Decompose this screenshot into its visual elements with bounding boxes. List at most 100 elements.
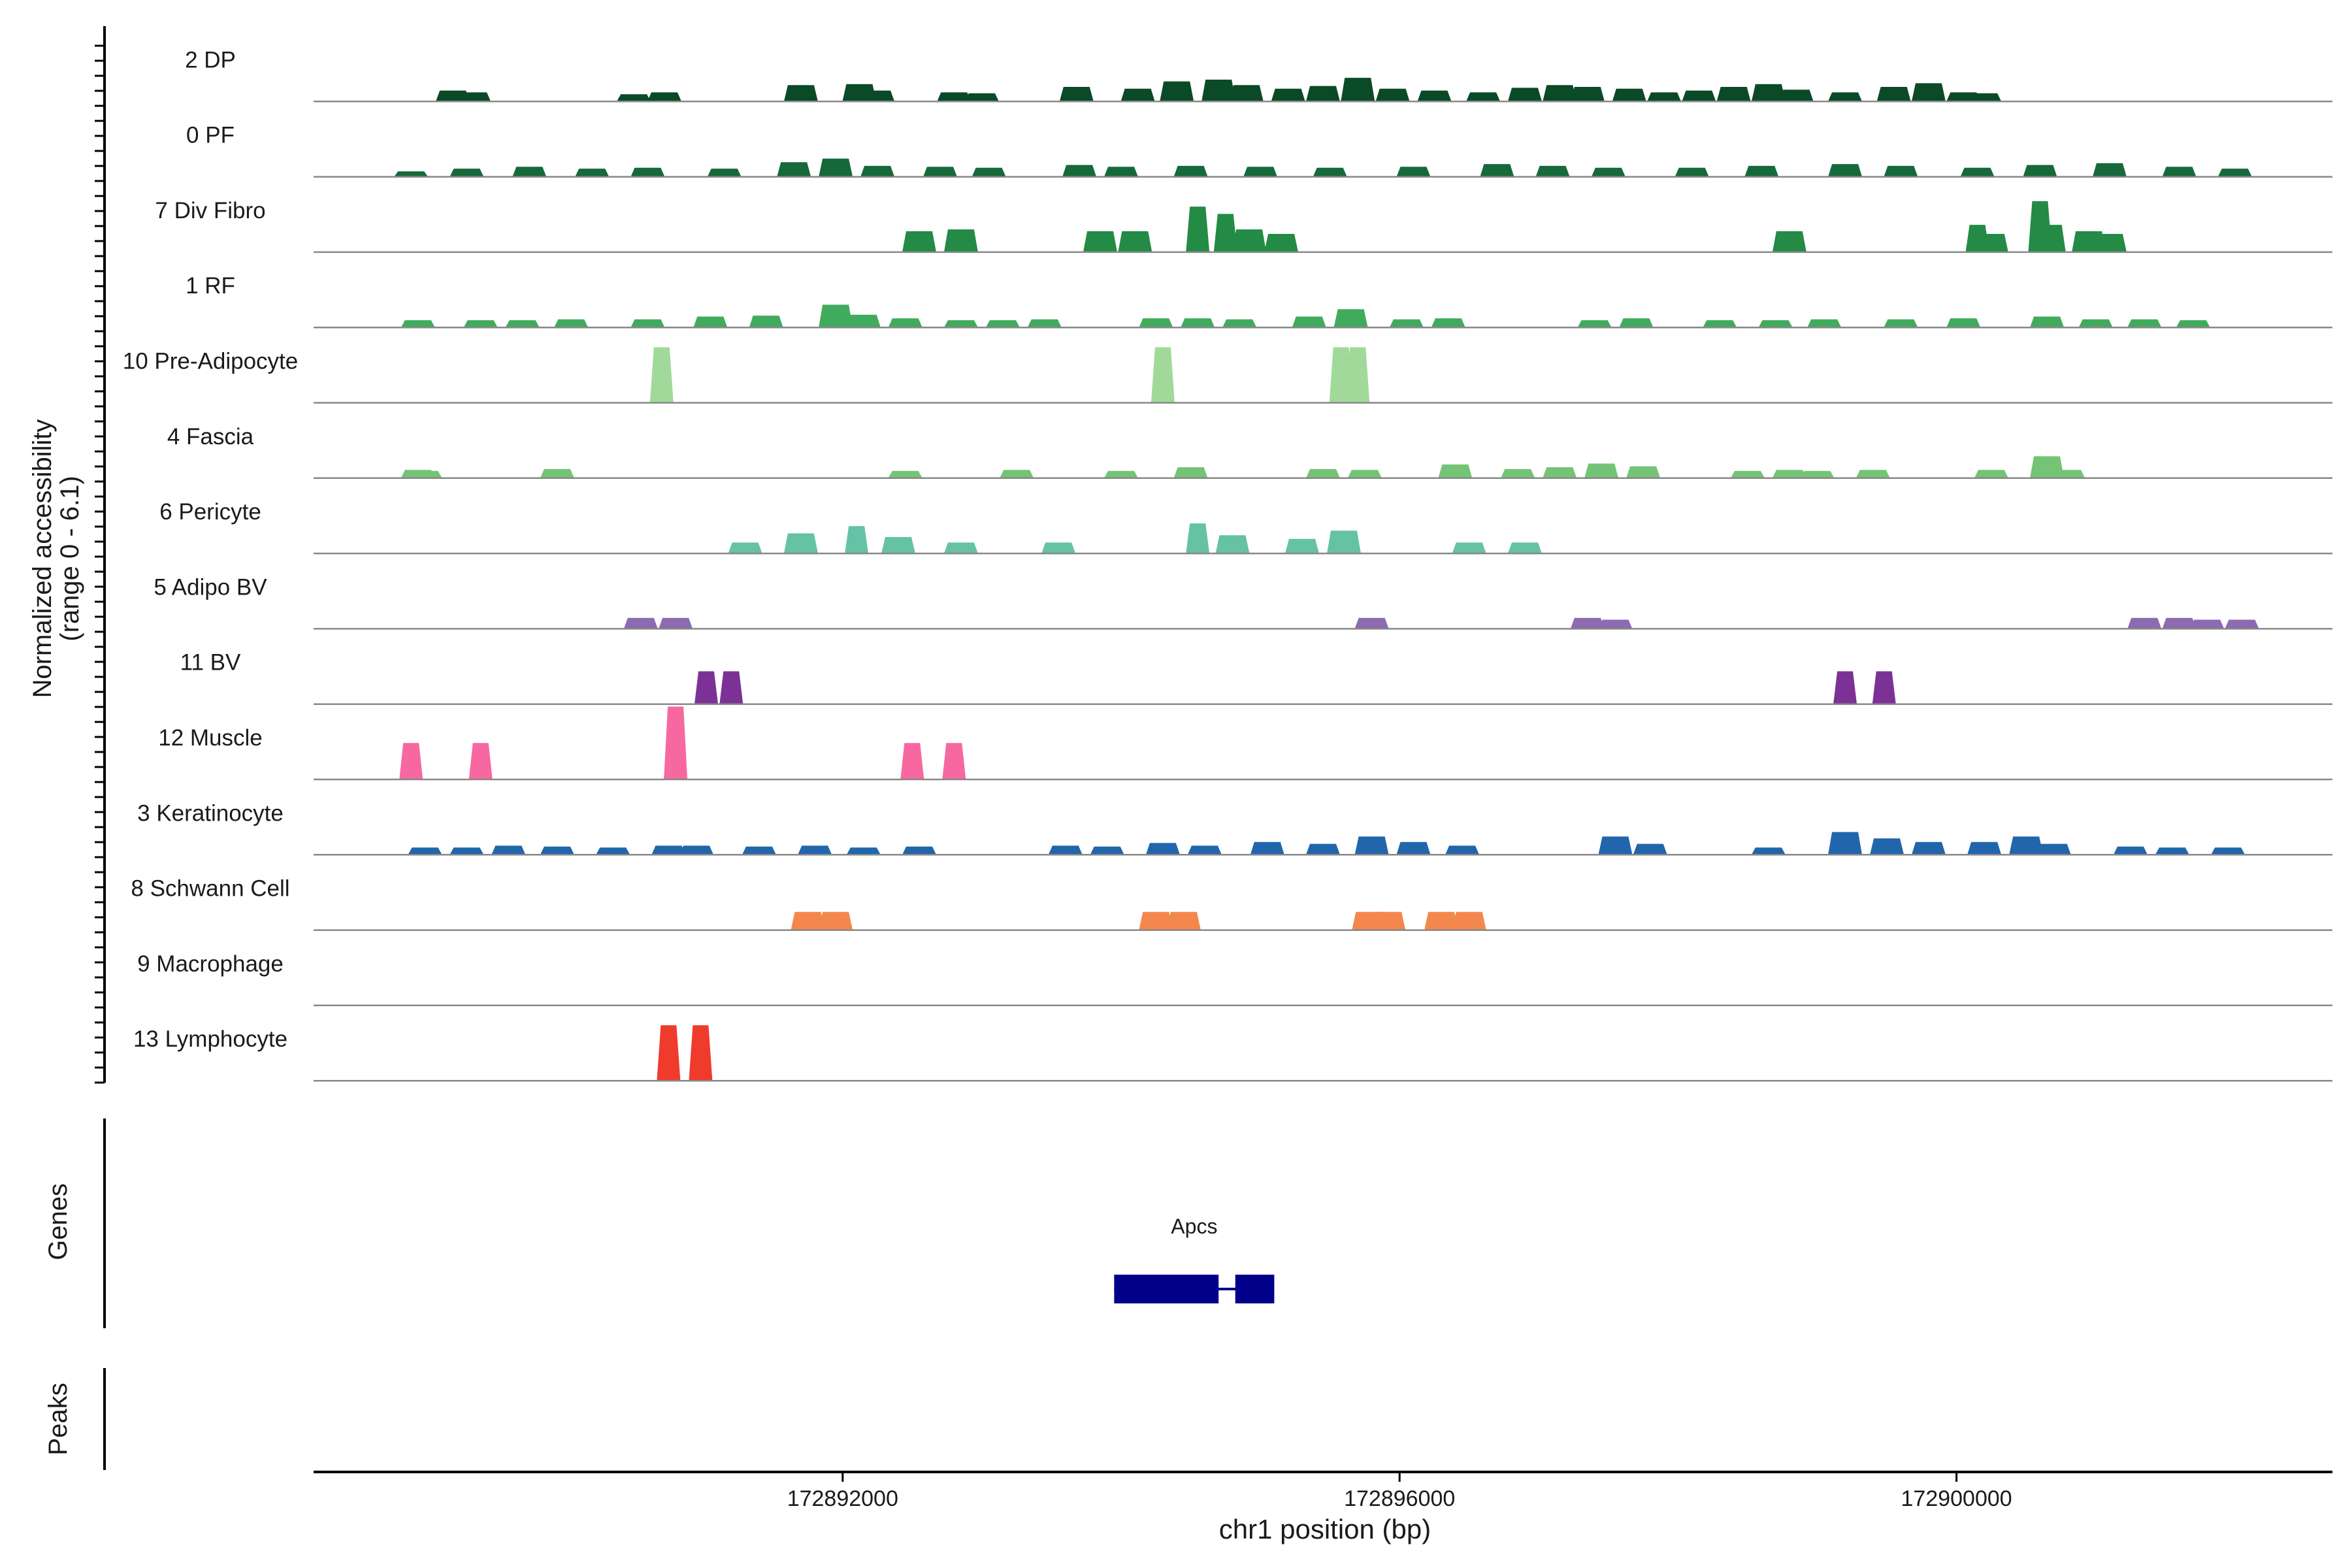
accessibility-peak	[1570, 87, 1605, 102]
accessibility-peak	[1876, 87, 1911, 102]
accessibility-peak	[1800, 470, 1835, 478]
track: 8 Schwann Cell	[131, 876, 2332, 931]
accessibility-peak	[942, 743, 966, 779]
accessibility-peak	[1145, 843, 1180, 855]
track-label: 11 BV	[180, 650, 241, 676]
accessibility-peak	[1229, 85, 1264, 102]
accessibility-peak	[881, 537, 915, 554]
accessibility-peak	[1912, 83, 1946, 102]
y-axis-ticks	[95, 26, 106, 1084]
accessibility-peak	[2217, 169, 2252, 177]
accessibility-peak	[819, 304, 853, 328]
accessibility-peak	[394, 171, 429, 177]
track-label: 4 Fascia	[167, 424, 254, 449]
accessibility-peak	[2042, 225, 2066, 252]
accessibility-peak	[2078, 319, 2113, 328]
track: 0 PF	[186, 123, 2332, 178]
track: 13 Lymphocyte	[133, 1025, 2332, 1082]
accessibility-peak	[1872, 671, 1896, 704]
track-label: 7 Div Fibro	[155, 198, 265, 223]
accessibility-peak	[630, 319, 665, 328]
accessibility-peak	[1626, 466, 1661, 478]
accessibility-peak	[2036, 843, 2071, 855]
accessibility-peak	[1306, 86, 1340, 102]
y-axis-label: Normalized accessibility	[28, 419, 57, 698]
accessibility-peak	[783, 85, 818, 102]
accessibility-peak	[1120, 88, 1155, 102]
accessibility-peak	[2127, 617, 2162, 629]
accessibility-peak	[399, 743, 423, 779]
accessibility-peak	[2211, 847, 2246, 855]
accessibility-peak	[1166, 911, 1201, 930]
track: 3 Keratinocyte	[137, 800, 2332, 856]
accessibility-tracks: 2 DP 0 PF 7 Div Fibro 1 RF 10 Pre-Adipocyte 4…	[123, 47, 2332, 1082]
accessibility-peak	[1674, 167, 1709, 177]
accessibility-peak	[554, 319, 589, 328]
track: 9 Macrophage	[137, 951, 2332, 1007]
accessibility-peak	[651, 845, 686, 855]
accessibility-peak	[2225, 619, 2259, 629]
accessibility-peak	[463, 320, 498, 328]
accessibility-peak	[689, 1025, 713, 1081]
accessibility-peak	[1570, 617, 1605, 629]
accessibility-peak	[1333, 309, 1368, 328]
accessibility-peak	[1104, 167, 1138, 177]
accessibility-peak	[1313, 167, 1347, 177]
accessibility-peak	[2155, 847, 2189, 855]
accessibility-peak	[1716, 87, 1751, 102]
accessibility-peak	[791, 911, 825, 930]
accessibility-peak	[1306, 468, 1340, 478]
accessibility-peak	[1083, 231, 1117, 252]
gene-exon	[1235, 1275, 1275, 1303]
accessibility-peak	[1828, 832, 1863, 855]
accessibility-peak	[819, 158, 853, 177]
accessibility-peak	[860, 90, 895, 102]
accessibility-peak	[1371, 911, 1406, 930]
accessibility-peak	[491, 845, 526, 855]
accessibility-peak	[512, 167, 547, 177]
accessibility-peak	[1828, 164, 1863, 177]
accessibility-peak	[647, 92, 681, 102]
accessibility-peak	[1445, 845, 1480, 855]
accessibility-peak	[449, 169, 484, 177]
accessibility-peak	[888, 470, 923, 478]
accessibility-peak	[1186, 523, 1210, 554]
y-axis-label-range: (range 0 - 6.1)	[56, 476, 84, 641]
accessibility-peak	[1974, 470, 2008, 478]
accessibility-peak	[623, 617, 658, 629]
accessibility-peak	[1703, 320, 1737, 328]
accessibility-peak	[1480, 164, 1514, 177]
accessibility-peak	[964, 93, 999, 102]
accessibility-peak	[1772, 470, 1806, 478]
accessibility-peak	[2176, 320, 2210, 328]
track: 7 Div Fibro	[155, 198, 2332, 253]
accessibility-peak	[742, 846, 776, 855]
accessibility-peak	[1633, 843, 1667, 855]
accessibility-peak	[2162, 617, 2197, 629]
accessibility-peak	[1264, 234, 1299, 252]
accessibility-peak	[1062, 165, 1097, 177]
accessibility-peak	[1215, 535, 1250, 554]
accessibility-peak	[1000, 470, 1034, 478]
track-label: 10 Pre-Adipocyte	[123, 349, 298, 374]
accessibility-peak	[2030, 316, 2065, 328]
accessibility-peak	[1535, 165, 1570, 177]
accessibility-peak	[1855, 470, 1890, 478]
track-label: 2 DP	[185, 47, 236, 73]
accessibility-peak	[1250, 841, 1284, 855]
accessibility-peak	[2093, 234, 2127, 252]
track-label: 12 Muscle	[158, 725, 263, 751]
accessibility-peak	[1807, 319, 1842, 328]
accessibility-peak	[1285, 538, 1319, 554]
track: 4 Fascia	[167, 424, 2332, 480]
accessibility-peak	[1186, 206, 1210, 252]
accessibility-peak	[1452, 911, 1486, 930]
x-tick-label: 172900000	[1901, 1486, 2012, 1511]
track: 1 RF	[186, 273, 2332, 329]
accessibility-peak	[1389, 319, 1424, 328]
accessibility-peak	[649, 347, 674, 403]
accessibility-peak	[1751, 84, 1786, 102]
accessibility-peak	[575, 169, 610, 177]
x-tick-label: 172892000	[787, 1486, 898, 1511]
accessibility-peak	[1744, 165, 1779, 177]
